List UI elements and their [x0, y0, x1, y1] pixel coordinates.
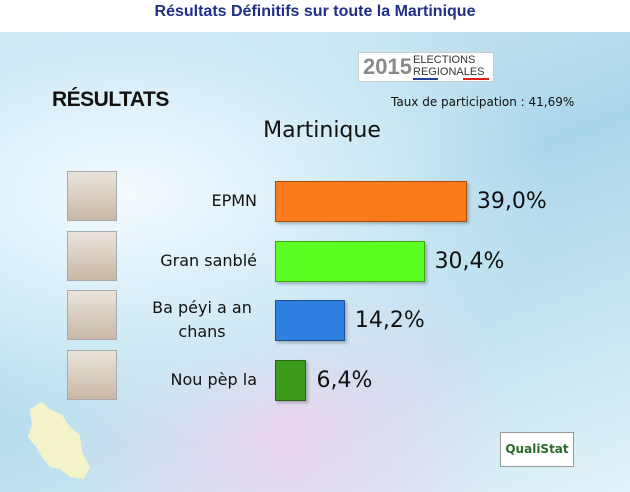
value-label: 6,4%	[316, 367, 373, 393]
logo-flag	[413, 78, 489, 80]
category-text: Gran sanblé	[160, 250, 257, 270]
island-map	[28, 402, 90, 479]
bar	[275, 240, 425, 282]
category-text: Nou pèp la	[170, 369, 257, 389]
candidate-photo	[67, 171, 117, 221]
logo-year: 2015	[363, 54, 412, 79]
logo-line2: REGIONALES	[413, 66, 485, 78]
chart-title: Martinique	[263, 118, 381, 143]
category-text: EPMN	[211, 191, 257, 210]
value-label: 30,4%	[434, 248, 505, 274]
logo-line1: ELECTIONS	[413, 54, 476, 66]
category-label: EPMN	[137, 171, 257, 231]
bar	[275, 359, 307, 401]
heading: RÉSULTATS	[52, 88, 169, 111]
candidate-photo	[67, 230, 117, 281]
candidate-photo	[67, 349, 117, 400]
bar	[275, 181, 467, 222]
brand-logo: QualiStat	[500, 432, 574, 467]
value-label: 39,0%	[476, 189, 547, 214]
candidate-photo	[67, 290, 117, 340]
page-title: Résultats Définitifs sur toute la Martin…	[154, 3, 476, 20]
value-label: 14,2%	[354, 308, 425, 333]
participation: Taux de participation : 41,69%	[391, 95, 575, 109]
category-label: Ba péyi a an chans	[137, 290, 257, 350]
category-label: Gran sanblé	[137, 231, 257, 291]
category-label: Nou pèp la	[137, 350, 257, 410]
bar	[275, 300, 345, 341]
category-text: Ba péyi a an chans	[152, 298, 252, 341]
elections-logo: 2015 ELECTIONS REGIONALES	[358, 52, 494, 82]
